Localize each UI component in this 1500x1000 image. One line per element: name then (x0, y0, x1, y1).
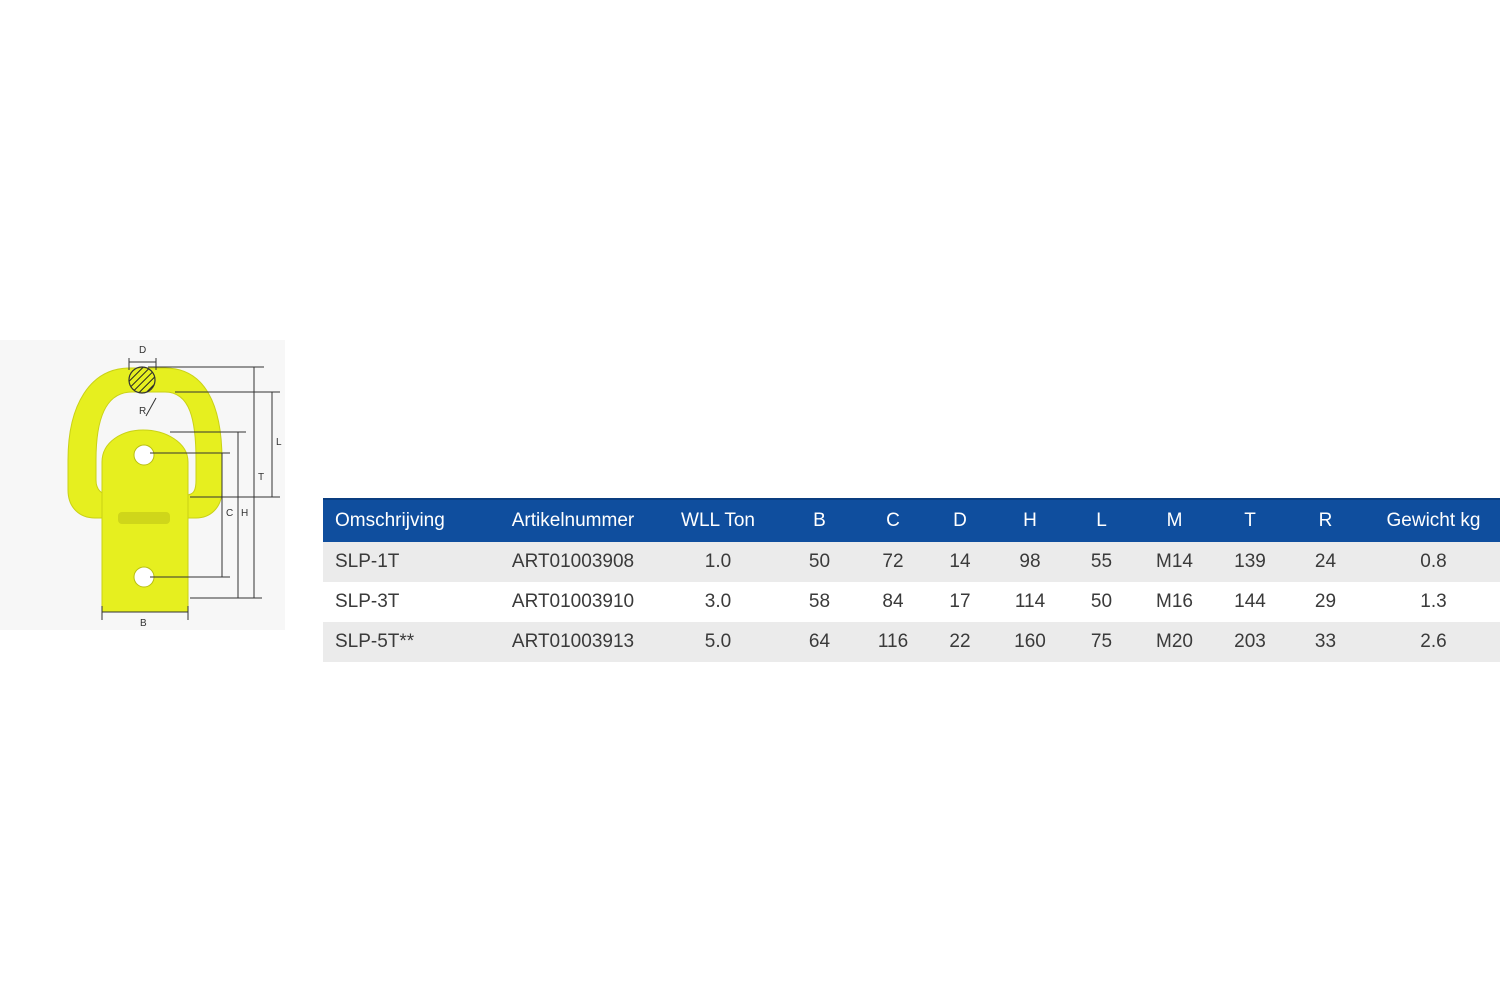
cell-artikelnummer: ART01003908 (511, 551, 635, 572)
cell-gewicht-kg: 1.3 (1420, 591, 1447, 612)
col-header-artikelnummer: Artikelnummer (511, 510, 635, 531)
cell-wll-ton: 5.0 (704, 631, 732, 652)
cell-h: 114 (1014, 591, 1046, 612)
cell-t: 144 (1234, 591, 1266, 612)
cell-m: M14 (1156, 551, 1193, 572)
cell-d: 14 (949, 551, 971, 572)
cell-t: 203 (1234, 631, 1266, 652)
cell-omschrijving: SLP-1T (335, 551, 400, 572)
col-header-d: D (953, 510, 967, 531)
col-header-wll-ton: WLL Ton (681, 510, 755, 531)
cell-b: 58 (808, 591, 831, 612)
col-header-t: T (1244, 510, 1256, 531)
cell-t: 139 (1234, 551, 1266, 572)
dim-label-c: C (226, 508, 233, 519)
cell-gewicht-kg: 2.6 (1420, 631, 1447, 652)
col-header-b: B (813, 510, 826, 531)
dim-label-t: T (258, 472, 264, 483)
cell-b: 64 (808, 631, 831, 652)
cell-artikelnummer: ART01003910 (511, 591, 635, 612)
table-header-row: Omschrijving Artikelnummer WLL Ton B C D… (323, 499, 1500, 542)
cell-b: 50 (808, 551, 831, 572)
cell-r: 33 (1314, 631, 1337, 652)
cell-l: 75 (1090, 631, 1113, 652)
col-header-m: M (1166, 510, 1183, 531)
product-diagram: D R L T C H B (0, 340, 285, 630)
section-hatch (128, 366, 156, 394)
dim-label-l: L (276, 437, 282, 448)
cell-d: 17 (949, 591, 971, 612)
col-header-r: R (1318, 510, 1333, 531)
lifting-point-drawing: D R L T C H B (67, 345, 282, 629)
cell-h: 98 (1019, 551, 1041, 572)
dim-label-r: R (139, 406, 146, 417)
col-header-h: H (1023, 510, 1037, 531)
upper-bolt-hole (133, 444, 155, 466)
cell-d: 22 (949, 631, 971, 652)
dim-label-d: D (139, 345, 146, 356)
cell-omschrijving: SLP-5T** (335, 631, 415, 652)
table-row: SLP-1T ART01003908 1.0 50 72 14 98 55 M1… (323, 542, 1500, 582)
embossed-logo (118, 512, 170, 524)
dim-label-h: H (241, 508, 248, 519)
cell-r: 29 (1314, 591, 1337, 612)
cell-c: 84 (882, 591, 904, 612)
cell-wll-ton: 1.0 (704, 551, 732, 572)
cell-m: M20 (1156, 631, 1193, 652)
table-row: SLP-5T** ART01003913 5.0 64 116 22 160 7… (323, 622, 1500, 662)
col-header-l: L (1096, 510, 1107, 531)
cell-c: 72 (882, 551, 904, 572)
cell-c: 116 (877, 631, 909, 652)
dim-label-b: B (140, 618, 147, 629)
cell-h: 160 (1014, 631, 1046, 652)
cell-l: 55 (1090, 551, 1113, 572)
cell-artikelnummer: ART01003913 (511, 631, 635, 652)
cell-m: M16 (1156, 591, 1193, 612)
cell-r: 24 (1314, 551, 1337, 572)
dimension-lines (101, 358, 280, 620)
table-row: SLP-3T ART01003910 3.0 58 84 17 114 50 M… (323, 582, 1500, 622)
cell-gewicht-kg: 0.8 (1420, 551, 1447, 572)
specification-table: Omschrijving Artikelnummer WLL Ton B C D… (323, 498, 1500, 662)
cell-l: 50 (1090, 591, 1113, 612)
col-header-gewicht-kg: Gewicht kg (1386, 510, 1481, 531)
col-header-c: C (886, 510, 900, 531)
cell-omschrijving: SLP-3T (335, 591, 400, 612)
cell-wll-ton: 3.0 (704, 591, 732, 612)
col-header-omschrijving: Omschrijving (335, 510, 445, 531)
